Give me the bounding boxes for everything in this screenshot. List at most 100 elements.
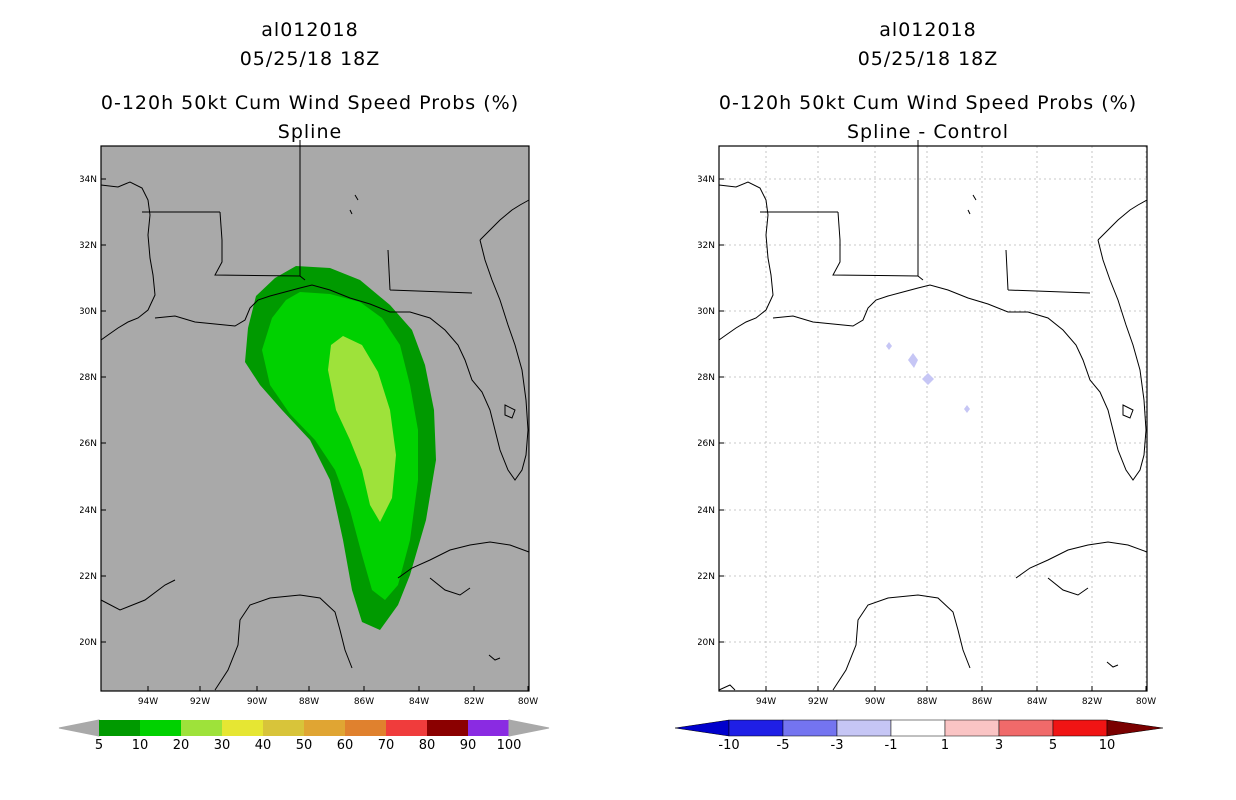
left-lon-label: 92W	[190, 697, 210, 707]
right-lat-label: 30N	[698, 307, 715, 317]
colorbar-swatch	[263, 720, 304, 736]
colorbar-swatch	[890, 719, 946, 737]
colorbar-swatch	[304, 720, 345, 736]
right-title-line-4: Spline - Control	[846, 121, 1010, 143]
right-lon-label: 80W	[1136, 697, 1156, 707]
left-lon-label: 88W	[299, 697, 319, 707]
left-colorbar-labels: 5 10 20 30 40 50 60 70 80 90 100	[95, 738, 522, 753]
left-lat-label: 30N	[80, 307, 97, 317]
colorbar-label: 5	[95, 738, 103, 753]
right-lon-label: 94W	[756, 697, 776, 707]
colorbar-swatch	[728, 719, 784, 737]
right-coastlines	[718, 140, 1148, 691]
colorbar-swatch	[468, 720, 509, 736]
left-title-line-1: al012018	[261, 19, 359, 41]
colorbar-label: -5	[777, 738, 790, 753]
colorbar-label: 10	[132, 738, 149, 753]
right-lon-ticks: 94W 92W 90W 88W 86W 84W 82W 80W	[756, 686, 1156, 707]
right-lon-label: 82W	[1082, 697, 1102, 707]
right-lat-label: 24N	[698, 506, 715, 516]
colorbar-label: 50	[296, 738, 313, 753]
colorbar-label: 90	[460, 738, 477, 753]
colorbar-swatch	[181, 720, 222, 736]
right-map: 34N 32N 30N 28N 26N 24N 22N 20N 94W 92W 90W 88W 86W…	[698, 140, 1156, 707]
right-colorbar-labels: -10 -5 -3 -1 1 3 5 10	[718, 738, 1115, 753]
right-colorbar: -10 -5 -3 -1 1 3 5 10	[674, 719, 1164, 753]
left-probability-shading	[245, 266, 436, 630]
colorbar-swatch	[427, 720, 468, 736]
left-lat-label: 20N	[80, 638, 97, 648]
left-lat-label: 24N	[80, 506, 97, 516]
left-lon-label: 86W	[354, 697, 374, 707]
left-lon-label: 82W	[464, 697, 484, 707]
right-lat-label: 22N	[698, 572, 715, 582]
diff-blob-3	[964, 405, 970, 413]
colorbar-label: -1	[885, 738, 898, 753]
left-lat-label: 22N	[80, 572, 97, 582]
shade-10-percent	[262, 292, 418, 600]
colorbar-label: 20	[173, 738, 190, 753]
left-lon-label: 80W	[518, 697, 538, 707]
right-lat-ticks: 34N 32N 30N 28N 26N 24N 22N 20N	[698, 175, 724, 648]
right-title-line-3: 0-120h 50kt Cum Wind Speed Probs (%)	[718, 92, 1138, 114]
right-colorbar-swatches	[674, 719, 1164, 737]
colorbar-swatch	[222, 720, 263, 736]
right-gridlines	[719, 146, 1147, 691]
colorbar-high-arrow	[1106, 719, 1164, 737]
right-title: al012018 05/25/18 18Z 0-120h 50kt Cum Wi…	[618, 16, 1236, 147]
colorbar-label: 3	[995, 738, 1003, 753]
left-title: al012018 05/25/18 18Z 0-120h 50kt Cum Wi…	[0, 16, 620, 147]
left-lat-label: 26N	[80, 439, 97, 449]
colorbar-label: 80	[419, 738, 436, 753]
right-lon-label: 84W	[1027, 697, 1047, 707]
right-lon-label: 90W	[865, 697, 885, 707]
colorbar-high-arrow	[508, 719, 550, 737]
left-coastlines	[100, 140, 530, 691]
colorbar-label: 10	[1099, 738, 1116, 753]
diff-blob-1	[908, 353, 918, 368]
left-lon-label: 94W	[138, 697, 158, 707]
right-map-background	[719, 146, 1147, 691]
left-lon-ticks: 94W 92W 90W 88W 86W 84W 82W 80W	[138, 686, 538, 707]
colorbar-label: 5	[1049, 738, 1057, 753]
colorbar-swatch	[998, 719, 1054, 737]
right-lon-label: 88W	[917, 697, 937, 707]
colorbar-label: -3	[831, 738, 844, 753]
colorbar-swatch	[386, 720, 427, 736]
colorbar-label: 100	[497, 738, 522, 753]
right-title-line-1: al012018	[879, 19, 977, 41]
colorbar-label: 70	[378, 738, 395, 753]
right-title-line-2: 05/25/18 18Z	[857, 48, 999, 70]
colorbar-label: 60	[337, 738, 354, 753]
shade-20-percent	[328, 336, 396, 522]
colorbar-label: 1	[941, 738, 949, 753]
colorbar-label: 30	[214, 738, 231, 753]
left-title-line-3: 0-120h 50kt Cum Wind Speed Probs (%)	[100, 92, 520, 114]
left-colorbar-swatches	[58, 719, 550, 737]
colorbar-label: 40	[255, 738, 272, 753]
colorbar-swatch	[782, 719, 838, 737]
left-lat-label: 28N	[80, 373, 97, 383]
colorbar-low-arrow	[58, 719, 100, 737]
right-lat-label: 26N	[698, 439, 715, 449]
colorbar-label: -10	[718, 738, 739, 753]
colorbar-swatch	[99, 720, 140, 736]
right-lon-label: 92W	[808, 697, 828, 707]
right-lat-label: 32N	[698, 241, 715, 251]
left-map-frame	[100, 145, 530, 692]
colorbar-swatch	[836, 719, 892, 737]
left-lat-ticks: 34N 32N 30N 28N 26N 24N 22N 20N	[80, 175, 106, 648]
left-lat-label: 32N	[80, 241, 97, 251]
left-title-line-2: 05/25/18 18Z	[239, 48, 381, 70]
left-map: 34N 32N 30N 28N 26N 24N 22N 20N 94W 92W 90W 88W 86W…	[80, 140, 538, 707]
colorbar-swatch	[944, 719, 1000, 737]
right-lon-label: 86W	[972, 697, 992, 707]
colorbar-swatch	[345, 720, 386, 736]
left-lon-label: 84W	[409, 697, 429, 707]
diff-blob-4	[886, 342, 892, 350]
colorbar-swatch	[1052, 719, 1108, 737]
diff-blob-2	[922, 373, 934, 385]
left-title-line-4: Spline	[277, 121, 343, 143]
right-lat-label: 34N	[698, 175, 715, 185]
left-lat-label: 34N	[80, 175, 97, 185]
